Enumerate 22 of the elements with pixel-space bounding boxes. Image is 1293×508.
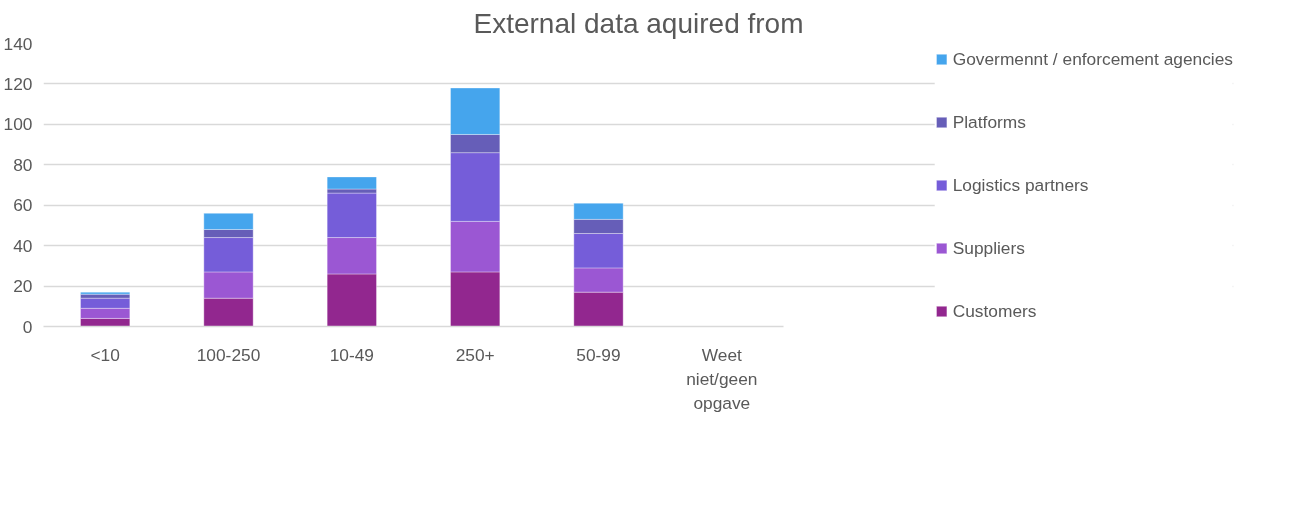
bar xyxy=(80,291,131,295)
x-tick-label: <10 xyxy=(90,344,120,365)
y-tick-label: 100 xyxy=(3,114,33,135)
y-tick-label: 20 xyxy=(13,276,33,297)
legend-label: Customers xyxy=(952,300,1037,321)
y-tick-label: 60 xyxy=(13,195,33,216)
x-tick-label: 50-99 xyxy=(576,344,621,365)
chart-title: External data aquired from xyxy=(473,7,804,39)
x-tick-label: 250+ xyxy=(455,344,495,365)
legend-label: Platforms xyxy=(952,111,1026,132)
legend-label: Logistics partners xyxy=(952,174,1089,195)
y-tick-label: 140 xyxy=(3,33,33,54)
y-tick-label: 40 xyxy=(13,235,33,256)
bar xyxy=(326,176,377,190)
y-tick-label: 80 xyxy=(13,154,33,175)
legend-label: Govermennt / enforcement agencies xyxy=(952,48,1233,69)
x-tick-label: 10-49 xyxy=(329,344,374,365)
legend-label: Suppliers xyxy=(952,237,1025,258)
y-tick-label: 120 xyxy=(3,73,33,94)
y-tick-label: 0 xyxy=(22,316,33,337)
x-tick-label: 100-250 xyxy=(196,344,261,365)
x-tick-label: Weet niet/geen opgave xyxy=(686,344,758,413)
